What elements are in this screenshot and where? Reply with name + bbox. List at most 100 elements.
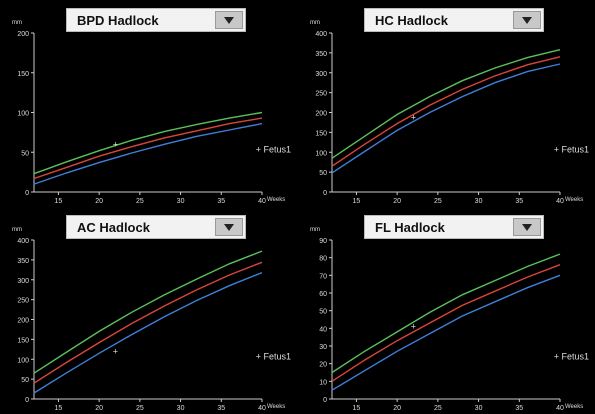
fetus-marker: + bbox=[113, 346, 118, 356]
x-axis-unit: Weeks bbox=[267, 197, 285, 203]
y-tick-label: 200 bbox=[17, 318, 29, 325]
y-tick-label: 200 bbox=[17, 31, 29, 38]
dropdown-button[interactable] bbox=[215, 218, 243, 236]
chart-panel-fl: mm Weeks 0 10 20 30 40 50 60 70 80 90 15 20 25 30 35 40 + +… bbox=[298, 207, 595, 414]
y-tick-label: 100 bbox=[17, 111, 29, 118]
x-tick-label: 15 bbox=[353, 405, 361, 412]
y-tick-label: 50 bbox=[21, 150, 29, 157]
y-tick-label: 300 bbox=[17, 278, 29, 285]
y-axis-unit: mm bbox=[310, 20, 320, 26]
x-tick-label: 35 bbox=[515, 198, 523, 205]
y-axis-unit: mm bbox=[310, 227, 320, 233]
ac-formula-dropdown[interactable]: AC Hadlock bbox=[66, 215, 246, 239]
y-tick-label: 400 bbox=[315, 31, 327, 38]
legend-fetus1: + Fetus1 bbox=[554, 144, 589, 154]
series-line-3 bbox=[33, 271, 263, 394]
y-tick-label: 0 bbox=[25, 397, 29, 404]
y-tick-label: 70 bbox=[319, 273, 327, 280]
hc-growth-chart: mm Weeks 0 50 100 150 200 250 300 350 400 15 20 25 30 3… bbox=[310, 20, 589, 205]
legend-fetus1: + Fetus1 bbox=[256, 351, 291, 361]
y-tick-label: 150 bbox=[315, 130, 327, 137]
x-tick-label: 25 bbox=[434, 405, 442, 412]
y-tick-label: 0 bbox=[323, 190, 327, 197]
y-axis-unit: mm bbox=[12, 20, 22, 26]
x-tick-label: 40 bbox=[556, 405, 564, 412]
y-tick-label: 0 bbox=[25, 190, 29, 197]
x-tick-label: 15 bbox=[353, 198, 361, 205]
y-tick-label: 100 bbox=[17, 357, 29, 364]
chevron-down-icon bbox=[224, 17, 234, 24]
x-tick-label: 20 bbox=[95, 405, 103, 412]
x-axis-unit: Weeks bbox=[565, 404, 583, 410]
dropdown-label: HC Hadlock bbox=[375, 13, 448, 28]
bpd-formula-dropdown[interactable]: BPD Hadlock bbox=[66, 8, 246, 32]
fetus-marker: + bbox=[113, 139, 118, 149]
fetus-marker: + bbox=[411, 322, 416, 332]
y-tick-label: 20 bbox=[319, 362, 327, 369]
dropdown-button[interactable] bbox=[513, 11, 541, 29]
ac-growth-chart: mm Weeks 0 50 100 150 200 250 300 350 400 15 20 25 30 3… bbox=[12, 227, 291, 412]
x-tick-label: 30 bbox=[177, 405, 185, 412]
x-tick-label: 20 bbox=[393, 405, 401, 412]
legend-fetus1: + Fetus1 bbox=[256, 144, 291, 154]
fetus-marker: + bbox=[411, 112, 416, 122]
y-tick-label: 50 bbox=[21, 377, 29, 384]
y-tick-label: 250 bbox=[315, 91, 327, 98]
x-tick-label: 30 bbox=[177, 198, 185, 205]
series-line-1 bbox=[33, 250, 263, 374]
series-line-2 bbox=[331, 264, 561, 382]
y-tick-label: 300 bbox=[315, 71, 327, 78]
dropdown-label: AC Hadlock bbox=[77, 220, 150, 235]
legend-fetus1: + Fetus1 bbox=[554, 351, 589, 361]
y-axis-unit: mm bbox=[12, 227, 22, 233]
x-tick-label: 15 bbox=[55, 198, 63, 205]
y-tick-label: 0 bbox=[323, 397, 327, 404]
fl-formula-dropdown[interactable]: FL Hadlock bbox=[364, 215, 544, 239]
chart-panel-bpd: mm Weeks 0 50 100 150 200 15 20 25 30 35 40 + + Fetus1… bbox=[0, 0, 297, 207]
hc-formula-dropdown[interactable]: HC Hadlock bbox=[364, 8, 544, 32]
y-tick-label: 350 bbox=[315, 51, 327, 58]
x-tick-label: 35 bbox=[217, 198, 225, 205]
x-tick-label: 35 bbox=[217, 405, 225, 412]
x-axis-unit: Weeks bbox=[267, 404, 285, 410]
x-tick-label: 35 bbox=[515, 405, 523, 412]
x-tick-label: 15 bbox=[55, 405, 63, 412]
x-tick-label: 20 bbox=[393, 198, 401, 205]
series-line-2 bbox=[33, 261, 263, 384]
y-tick-label: 50 bbox=[319, 170, 327, 177]
series-line-2 bbox=[33, 117, 263, 180]
y-tick-label: 250 bbox=[17, 298, 29, 305]
series-line-3 bbox=[331, 274, 561, 391]
x-tick-label: 20 bbox=[95, 198, 103, 205]
chart-panel-hc: mm Weeks 0 50 100 150 200 250 300 350 400 15 20 25 30 3… bbox=[298, 0, 595, 207]
dropdown-button[interactable] bbox=[215, 11, 243, 29]
x-tick-label: 40 bbox=[556, 198, 564, 205]
series-line-1 bbox=[331, 49, 561, 159]
bpd-growth-chart: mm Weeks 0 50 100 150 200 15 20 25 30 35 40 + + Fetus1 bbox=[12, 20, 291, 205]
x-tick-label: 25 bbox=[434, 198, 442, 205]
x-tick-label: 40 bbox=[258, 198, 266, 205]
x-tick-label: 30 bbox=[475, 198, 483, 205]
y-tick-label: 400 bbox=[17, 238, 29, 245]
dropdown-label: BPD Hadlock bbox=[77, 13, 159, 28]
y-tick-label: 40 bbox=[319, 326, 327, 333]
y-tick-label: 150 bbox=[17, 337, 29, 344]
y-tick-label: 60 bbox=[319, 291, 327, 298]
y-tick-label: 150 bbox=[17, 71, 29, 78]
x-tick-label: 30 bbox=[475, 405, 483, 412]
y-tick-label: 50 bbox=[319, 309, 327, 316]
series-line-1 bbox=[33, 111, 263, 175]
series-line-1 bbox=[331, 253, 561, 374]
series-line-2 bbox=[331, 56, 561, 167]
x-tick-label: 25 bbox=[136, 198, 144, 205]
y-tick-label: 350 bbox=[17, 258, 29, 265]
chevron-down-icon bbox=[522, 224, 532, 231]
series-line-3 bbox=[33, 122, 263, 185]
y-tick-label: 80 bbox=[319, 256, 327, 263]
dropdown-button[interactable] bbox=[513, 218, 541, 236]
y-tick-label: 30 bbox=[319, 344, 327, 351]
y-tick-label: 90 bbox=[319, 238, 327, 245]
chart-panel-ac: mm Weeks 0 50 100 150 200 250 300 350 400 15 20 25 30 3… bbox=[0, 207, 297, 414]
y-tick-label: 200 bbox=[315, 111, 327, 118]
chevron-down-icon bbox=[522, 17, 532, 24]
